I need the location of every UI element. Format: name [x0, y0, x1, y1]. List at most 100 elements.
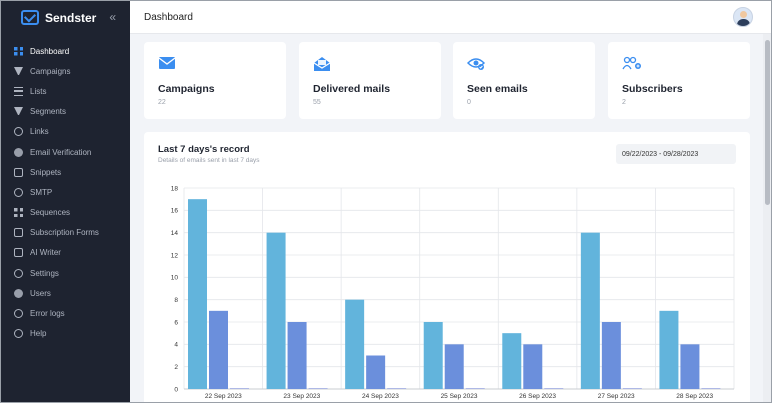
bar-series-3	[622, 388, 642, 389]
sidebar-item-label: Subscription Forms	[30, 228, 99, 238]
bar-chart: 0 2 4 6 8 10 12 14 16 18 22 Sep 2023 23 Sep 2023 24 …	[171, 185, 735, 400]
sidebar-item-label: Help	[30, 329, 47, 339]
x-tick-label: 23 Sep 2023	[283, 393, 320, 400]
bar-series-3	[544, 388, 564, 389]
bar-series-2	[523, 344, 543, 389]
date-range-picker[interactable]: 09/22/2023 - 09/28/2023	[616, 144, 736, 164]
users-add-icon	[622, 56, 641, 70]
brand-name: Sendster	[45, 10, 97, 25]
sidebar-item-label: Settings	[30, 268, 59, 278]
page-title: Dashboard	[144, 12, 193, 23]
grid-icon	[14, 46, 23, 56]
robot-icon	[14, 248, 23, 258]
at-icon	[14, 187, 23, 197]
bar-series-2	[209, 310, 228, 389]
help-icon	[14, 329, 23, 339]
sidebar-item-help[interactable]: Help	[1, 324, 130, 344]
panel-title: Last 7 days's record	[158, 144, 250, 155]
stat-card-delivered-mails[interactable]: Delivered mails 55	[299, 42, 441, 119]
sidebar-item-label: Error logs	[30, 309, 65, 319]
eye-check-icon	[467, 58, 485, 70]
panel-subtitle: Details of emails sent in last 7 days	[158, 157, 260, 164]
y-tick-label: 14	[171, 230, 179, 237]
y-tick-label: 6	[174, 319, 178, 326]
sidebar-item-smtp[interactable]: SMTP	[1, 182, 130, 202]
bar-series-3	[230, 388, 249, 389]
sidebar-item-error-logs[interactable]: Error logs	[1, 303, 130, 323]
sidebar-item-label: Snippets	[30, 167, 62, 177]
sidebar-item-lists[interactable]: Lists	[1, 81, 130, 101]
bar-series-1	[502, 333, 522, 389]
sidebar-item-ai-writer[interactable]: AI Writer	[1, 243, 130, 263]
error-icon	[14, 309, 23, 319]
sidebar-item-label: Segments	[30, 107, 67, 117]
bar-series-2	[287, 322, 307, 389]
double-chevron-left-icon[interactable]: «	[109, 10, 116, 24]
bar-series-3	[465, 388, 485, 389]
x-tick-label: 28 Sep 2023	[676, 393, 713, 400]
x-tick-label: 25 Sep 2023	[441, 393, 478, 400]
bar-series-1	[345, 299, 365, 389]
stat-card-campaigns[interactable]: Campaigns 22	[144, 42, 286, 119]
bar-series-2	[444, 344, 464, 389]
bar-series-2	[366, 355, 386, 389]
y-tick-label: 8	[174, 297, 178, 304]
user-avatar-icon[interactable]	[733, 7, 753, 27]
bar-series-2	[601, 322, 621, 389]
sidebar-item-users[interactable]: Users	[1, 283, 130, 303]
y-tick-label: 16	[171, 208, 179, 215]
y-tick-label: 4	[174, 342, 178, 349]
bar-series-1	[580, 232, 600, 389]
sidebar-item-sequences[interactable]: Sequences	[1, 203, 130, 223]
sidebar-item-campaigns[interactable]: Campaigns	[1, 61, 130, 81]
sidebar-item-label: Sequences	[30, 208, 71, 218]
sidebar-item-snippets[interactable]: Snippets	[1, 162, 130, 182]
stat-value: 0	[467, 99, 471, 106]
sidebar-item-label: Links	[30, 127, 49, 137]
bar-series-1	[659, 310, 679, 389]
sidebar-item-settings[interactable]: Settings	[1, 263, 130, 283]
y-tick-label: 0	[174, 386, 178, 393]
open-envelope-icon	[313, 57, 331, 71]
form-icon	[14, 228, 23, 238]
code-icon	[14, 167, 23, 177]
sidebar-item-email-verification[interactable]: Email Verification	[1, 142, 130, 162]
stat-card-seen-emails[interactable]: Seen emails 0	[453, 42, 595, 119]
bar-series-1	[423, 322, 443, 389]
envelope-logo-icon	[21, 10, 39, 25]
bar-series-1	[188, 199, 207, 389]
sidebar-item-label: Lists	[30, 86, 47, 96]
sidebar-item-label: Users	[30, 288, 51, 298]
sidebar-item-segments[interactable]: Segments	[1, 102, 130, 122]
sidebar-item-label: Email Verification	[30, 147, 92, 157]
sidebar-item-label: Dashboard	[30, 46, 70, 56]
sidebar-item-subscription-forms[interactable]: Subscription Forms	[1, 223, 130, 243]
gear-icon	[14, 268, 23, 278]
bar-series-3	[308, 388, 328, 389]
stat-value: 22	[158, 99, 166, 106]
bar-series-2	[680, 344, 700, 389]
scrollbar-thumb[interactable]	[765, 40, 770, 205]
bar-series-3	[701, 388, 721, 389]
x-tick-label: 26 Sep 2023	[519, 393, 556, 400]
y-tick-label: 10	[171, 275, 179, 282]
sidebar-item-label: SMTP	[30, 187, 53, 197]
vertical-scrollbar[interactable]	[763, 34, 771, 402]
stat-value: 55	[313, 99, 321, 106]
sidebar-item-links[interactable]: Links	[1, 122, 130, 142]
stat-card-subscribers[interactable]: Subscribers 2	[608, 42, 750, 119]
sidebar-item-dashboard[interactable]: Dashboard	[1, 41, 130, 61]
sequence-icon	[14, 208, 23, 218]
y-tick-label: 2	[174, 364, 178, 371]
y-tick-label: 12	[171, 252, 179, 259]
sidebar: Sendster « Dashboard Campaigns Lists Segmen…	[1, 1, 130, 402]
filter-icon	[14, 107, 23, 116]
top-bar: Dashboard	[130, 1, 771, 34]
envelope-icon	[158, 57, 176, 69]
stat-label: Delivered mails	[313, 83, 391, 95]
stat-label: Subscribers	[622, 83, 683, 95]
sidebar-item-label: AI Writer	[30, 248, 61, 258]
bar-series-3	[387, 388, 407, 389]
stat-value: 2	[622, 99, 626, 106]
